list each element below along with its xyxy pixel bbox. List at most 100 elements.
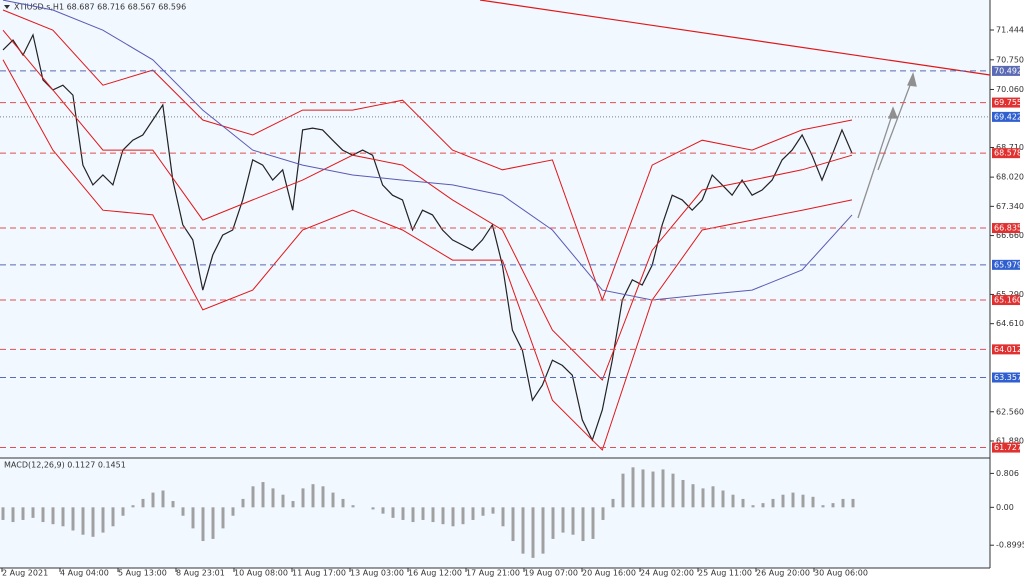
macd-bar [271,488,275,508]
macd-bar [471,507,475,520]
y-tick-label: 0.806 [996,469,1019,478]
macd-bar [651,471,655,508]
macd-bar [211,507,215,539]
menu-arrow[interactable] [4,5,10,9]
price-line [2,33,853,442]
macd-bar [731,494,735,508]
macd-bar [151,492,155,508]
macd-bar [241,498,245,508]
macd-bar [441,507,445,525]
macd-bar [461,507,465,525]
macd-bar [631,467,635,508]
macd-bar [491,507,495,514]
y-tick-label: 61.880 [996,436,1024,445]
x-tick-label: 25 Aug 11:00 [698,569,752,578]
macd-bar [851,498,855,508]
macd-bar [601,507,605,520]
macd-bar [681,479,685,508]
macd-bar [671,473,675,508]
y-tick-label: 70.750 [996,55,1024,64]
macd-bar [421,507,425,520]
level-label: 69.755 [994,98,1022,107]
level-label-bg [992,65,1020,76]
macd-bar [541,507,545,554]
trend-line [479,0,991,76]
macd-bar [381,507,385,514]
macd-bar [621,473,625,508]
macd-bar [591,507,595,539]
macd-bar [121,507,125,516]
level-label-bg [992,372,1020,383]
macd-bar [501,507,505,527]
x-tick-label: 13 Aug 03:00 [350,569,404,578]
macd-bar [131,505,135,508]
y-tick-label: 62.560 [996,407,1024,416]
macd-bar [841,498,845,508]
macd-bar [561,507,565,533]
macd-bar [11,507,15,523]
macd-bar [581,507,585,542]
level-label-bg [992,97,1020,108]
macd-bar [831,503,835,508]
macd-bar [261,482,265,508]
level-label-bg [992,111,1020,122]
macd-bar [181,507,185,516]
macd-bar [531,507,535,558]
macd-bar [31,507,35,518]
macd-bar [431,507,435,523]
indicator-line [2,9,853,302]
macd-bar [191,507,195,529]
macd-bar [71,507,75,531]
x-tick-label: 2 Aug 2021 [2,569,48,578]
x-tick-label: 30 Aug 06:00 [814,569,868,578]
level-label-bg [992,259,1020,270]
level-label-bg [992,148,1020,159]
macd-bar [521,507,525,554]
macd-bar [61,507,65,527]
macd-bar [341,498,345,508]
macd-bar [661,469,665,508]
macd-bar [231,507,235,516]
macd-bar [771,498,775,508]
level-label: 69.422 [994,112,1022,121]
x-tick-label: 20 Aug 16:00 [582,569,636,578]
y-tick-label: 71.444 [996,25,1024,34]
y-tick-label: -0.8995 [996,541,1024,550]
macd-bar [701,488,705,508]
indicator-header: MACD(12,26,9) 0.1127 0.1451 [4,461,126,470]
y-tick-label: 68.020 [996,173,1024,182]
x-tick-label: 5 Aug 13:00 [118,569,167,578]
y-tick-label: 65.290 [996,290,1024,299]
macd-bar [371,507,375,510]
macd-bar [161,490,165,508]
macd-bar [251,486,255,508]
x-tick-label: 16 Aug 12:00 [408,569,462,578]
y-tick-label: 64.610 [996,319,1024,328]
macd-bar [801,494,805,508]
y-tick-label: 68.710 [996,143,1024,152]
level-label: 61.727 [994,443,1022,452]
macd-bar [791,492,795,508]
macd-bar [221,507,225,529]
macd-bar [781,494,785,508]
macd-bar [281,494,285,508]
level-label: 63.357 [994,373,1022,382]
macd-bar [451,507,455,527]
x-tick-label: 24 Aug 02:00 [640,569,694,578]
macd-bar [91,507,95,537]
macd-bar [1,507,5,520]
y-tick-label: 70.060 [996,85,1024,94]
plot-background [0,0,990,568]
macd-bar [641,469,645,508]
macd-bar [311,484,315,508]
macd-bar [511,507,515,542]
y-tick-label: 0.00 [996,503,1014,512]
macd-bar [331,492,335,508]
macd-bar [401,507,405,520]
y-tick-label: 66.660 [996,231,1024,240]
x-tick-label: 17 Aug 21:00 [466,569,520,578]
x-tick-label: 4 Aug 04:00 [60,569,109,578]
macd-bar [821,505,825,508]
macd-bar [351,505,355,508]
